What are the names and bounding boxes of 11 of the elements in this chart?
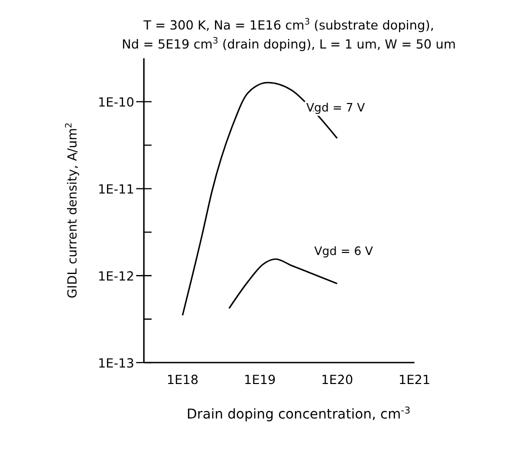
y-tick-label: 1E-13 <box>98 355 134 370</box>
y-tick-label: 1E-12 <box>98 268 134 284</box>
x-axis-title: Drain doping concentration, cm$^{-3}$ <box>186 405 410 423</box>
x-tick-label: 1E18 <box>166 372 199 387</box>
annotation: Vgd = 6 V <box>314 244 373 258</box>
chart-title: T = 300 K, Na = 1E16 cm$^{3}$ (substrate doping), Nd = 5E19 cm$^{3}$ (drain doping), L = 1 um, W = 50 um <box>122 17 456 52</box>
x-tick-label: 1E19 <box>244 372 276 387</box>
y-tick-label: 1E-11 <box>98 181 134 196</box>
x-tick-label: 1E21 <box>398 372 430 387</box>
x-tick-label: 1E20 <box>321 372 354 387</box>
y-tick-label: 1E-10 <box>98 94 134 110</box>
